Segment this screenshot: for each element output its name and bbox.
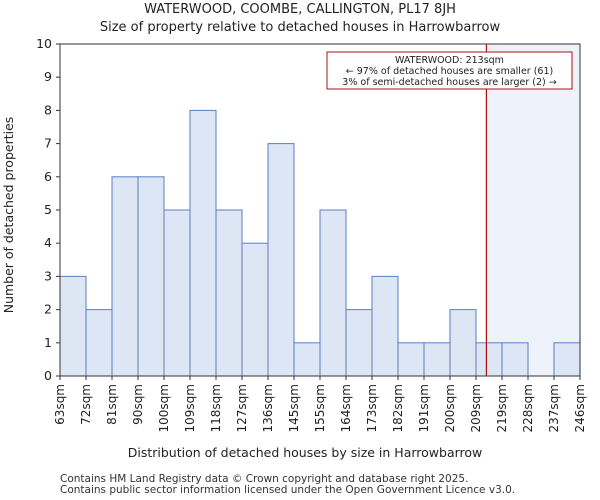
larger-region-shade (486, 44, 580, 376)
x-tick-label: 155sqm (313, 384, 327, 432)
x-tick-label: 81sqm (105, 384, 119, 425)
y-tick-label: 7 (44, 136, 52, 151)
histogram-bar (423, 342, 451, 377)
y-tick-label: 10 (36, 36, 52, 51)
histogram-bar (475, 342, 503, 377)
x-tick-label: 219sqm (495, 384, 509, 432)
histogram-bar (189, 109, 217, 377)
y-tick-label: 6 (44, 169, 52, 184)
y-tick-label: 0 (44, 368, 52, 383)
annotation-line: 3% of semi-detached houses are larger (2… (342, 77, 556, 88)
y-tick-label: 5 (44, 202, 52, 217)
histogram-bar (293, 342, 321, 377)
x-tick-label: 109sqm (183, 384, 197, 432)
x-tick-label: 63sqm (53, 384, 67, 425)
x-tick-label: 164sqm (339, 384, 353, 432)
x-tick-label: 209sqm (469, 384, 483, 432)
x-tick-label: 145sqm (287, 384, 301, 432)
x-tick-label: 228sqm (521, 384, 535, 432)
x-tick-label: 173sqm (365, 384, 379, 432)
x-tick-label: 136sqm (261, 384, 275, 432)
histogram-bar (267, 143, 295, 377)
annotation-box (326, 51, 573, 90)
x-tick-label: 237sqm (547, 384, 561, 432)
chart-subtitle: Size of property relative to detached ho… (99, 20, 501, 35)
x-tick-label: 72sqm (79, 384, 93, 425)
x-tick-label: 127sqm (235, 384, 249, 432)
x-tick-label: 200sqm (443, 384, 457, 432)
histogram-bar (319, 209, 347, 377)
y-tick-label: 8 (44, 102, 52, 117)
histogram-chart: 0 1 2 3 4 5 6 7 8 9 10 63sqm 72sqm 81sqm 90sqm 100sqm 1… (1, 36, 587, 460)
histogram-bar (85, 309, 113, 377)
histogram-bar (371, 275, 399, 377)
y-tick-label: 1 (44, 335, 52, 350)
histogram-bar (449, 309, 477, 377)
histogram-bar (111, 176, 139, 377)
x-tick-label: 100sqm (157, 384, 171, 432)
y-tick-label: 3 (44, 268, 52, 283)
histogram-bar (137, 176, 165, 377)
histogram-bar (397, 342, 425, 377)
histogram-bar (59, 275, 87, 377)
histogram-bar (215, 209, 243, 377)
footer-licence: Contains public sector information licen… (60, 484, 516, 496)
y-tick-label: 9 (44, 69, 52, 84)
x-tick-label: 182sqm (391, 384, 405, 432)
x-tick-label: 191sqm (417, 384, 431, 432)
histogram-bar (501, 342, 529, 377)
y-tick-label: 2 (44, 302, 52, 317)
x-tick-label: 246sqm (573, 384, 587, 432)
y-tick-label: 4 (44, 235, 52, 250)
x-tick-label: 118sqm (209, 384, 223, 432)
histogram-bar (345, 309, 373, 377)
histogram-bar (241, 242, 269, 377)
footer-copyright: Contains HM Land Registry data © Crown c… (60, 473, 469, 485)
y-axis-label: Number of detached properties (1, 117, 16, 314)
annotation-line: WATERWOOD: 213sqm (395, 55, 504, 66)
chart-title: WATERWOOD, COOMBE, CALLINGTON, PL17 8JH (144, 2, 456, 17)
annotation-line: ← 97% of detached houses are smaller (61… (346, 66, 553, 77)
histogram-bar (163, 209, 191, 377)
x-axis-label: Distribution of detached houses by size … (128, 445, 483, 460)
x-tick-label: 90sqm (131, 384, 145, 425)
histogram-bar (553, 342, 581, 377)
